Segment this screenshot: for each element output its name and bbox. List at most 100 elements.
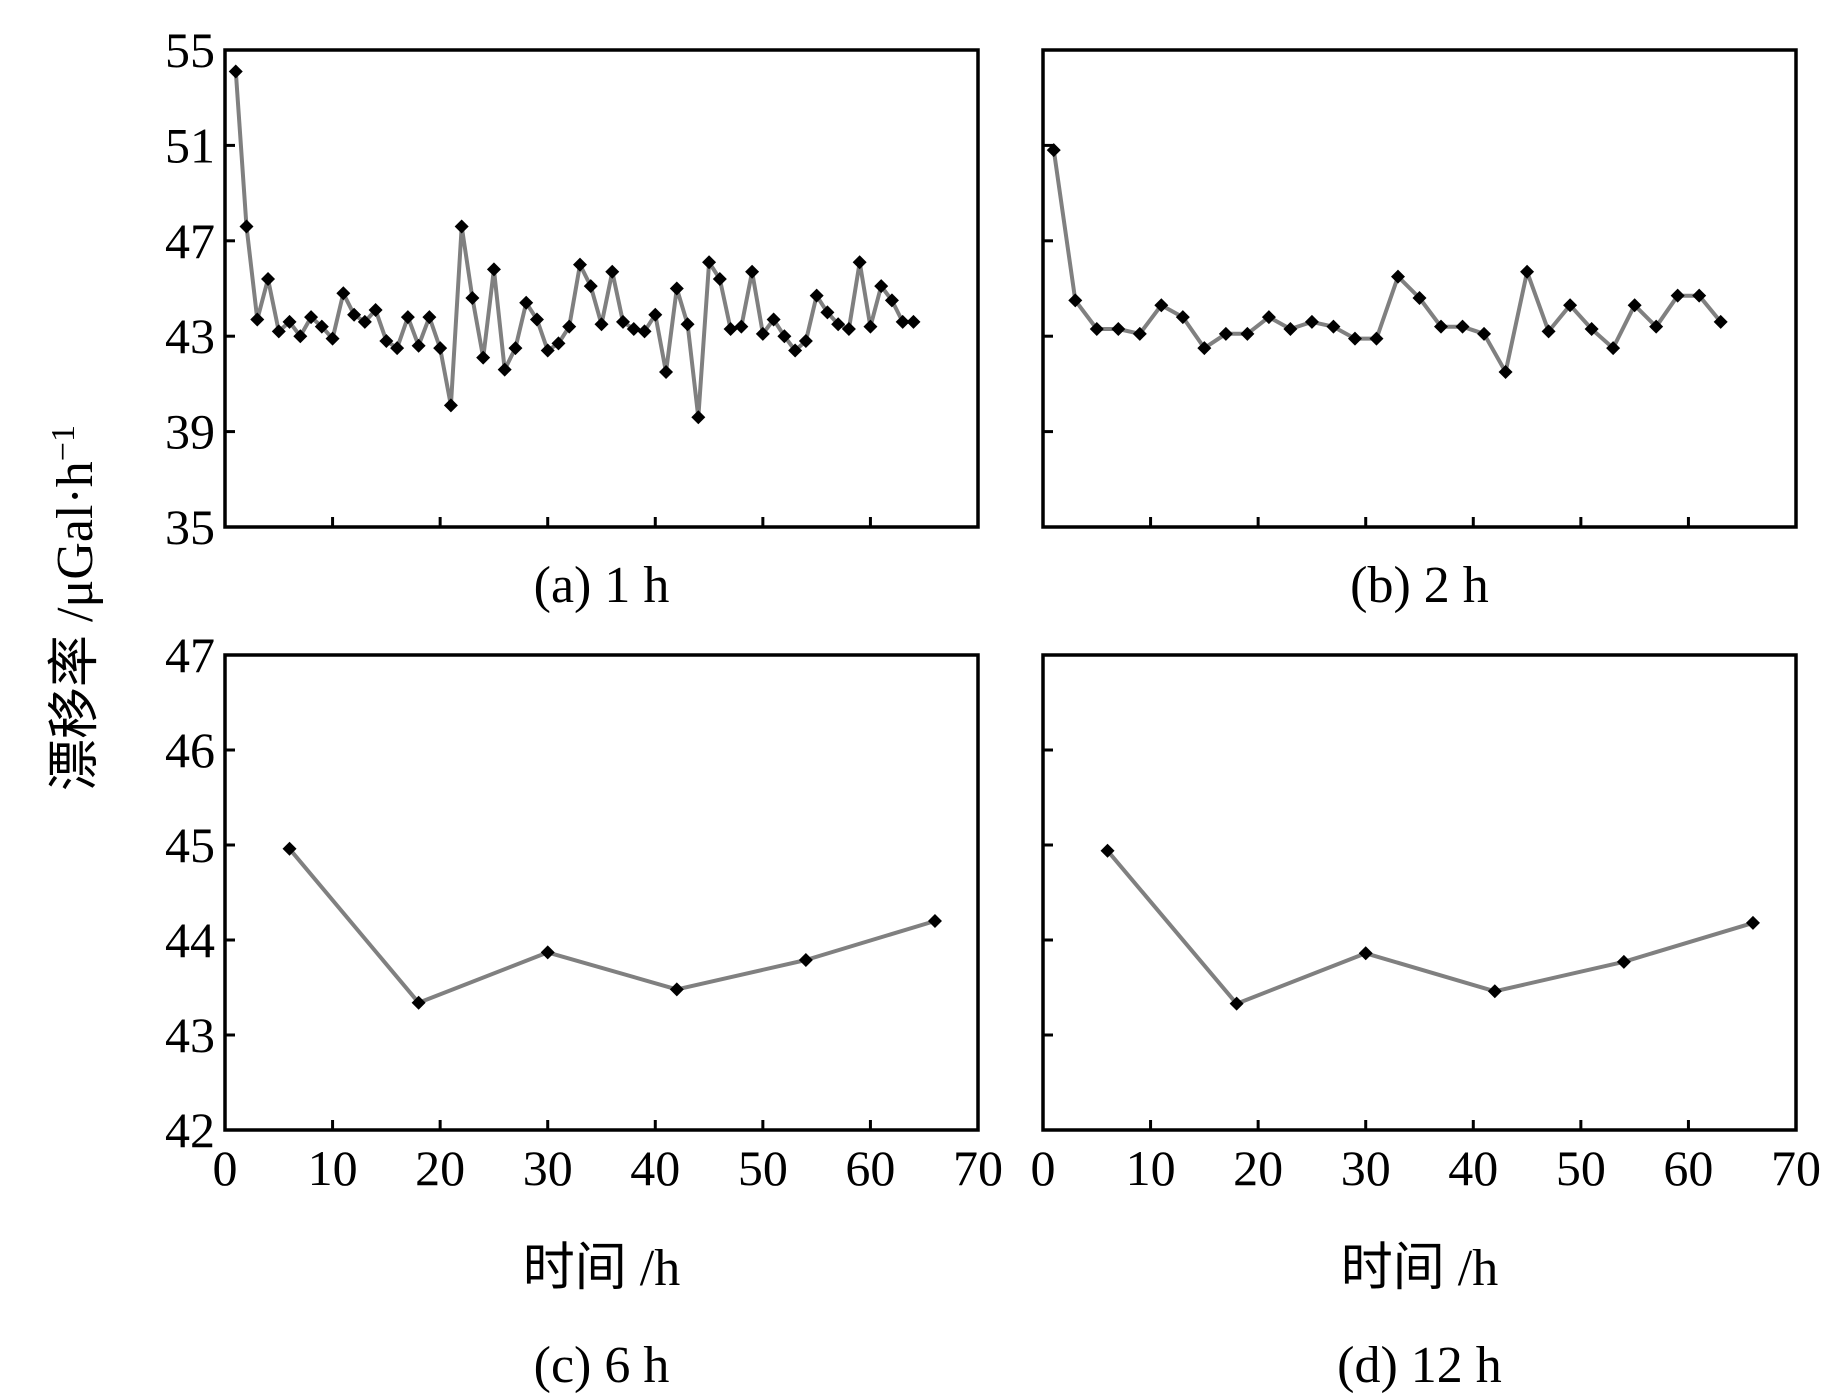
data-point [250, 312, 265, 327]
data-point [1692, 288, 1707, 303]
x-tick-label: 0 [213, 1140, 238, 1196]
data-point [1390, 269, 1405, 284]
x-axis-title: 时间 /h [523, 1240, 680, 1297]
data-point [1412, 291, 1427, 306]
x-axis-title: 时间 /h [1341, 1240, 1498, 1297]
x-tick-label: 70 [953, 1140, 1003, 1196]
x-tick-label: 60 [845, 1140, 895, 1196]
data-point [293, 329, 308, 344]
data-point [1670, 288, 1685, 303]
data-point [304, 310, 319, 325]
y-tick-label: 42 [165, 1102, 215, 1158]
x-tick-label: 60 [1663, 1140, 1713, 1196]
data-point [562, 319, 577, 334]
y-tick-label: 45 [165, 817, 215, 873]
data-point [1283, 322, 1298, 337]
data-point [820, 305, 835, 320]
data-point [572, 257, 587, 272]
data-point [282, 841, 297, 856]
y-tick-label: 46 [165, 722, 215, 778]
data-point [927, 914, 942, 928]
x-tick-label: 40 [630, 1140, 680, 1196]
data-point [1111, 322, 1126, 337]
data-point [583, 279, 598, 294]
data-point [680, 317, 695, 332]
data-point [874, 279, 889, 294]
data-point [379, 333, 394, 348]
data-point [659, 364, 674, 379]
data-point [841, 322, 856, 337]
x-tick-label: 20 [1233, 1140, 1283, 1196]
data-point [454, 219, 469, 234]
data-point [239, 219, 254, 234]
data-point [637, 324, 652, 339]
x-tick-label: 20 [415, 1140, 465, 1196]
y-axis-title-superscript: −1 [45, 425, 82, 461]
data-point [314, 319, 329, 334]
data-point [1046, 143, 1061, 158]
data-point [691, 410, 706, 425]
data-point [368, 302, 383, 317]
x-tick-label: 0 [1031, 1140, 1056, 1196]
y-tick-label: 44 [165, 912, 215, 968]
data-point [411, 995, 426, 1010]
data-point [884, 293, 899, 308]
x-tick-label: 30 [523, 1140, 573, 1196]
data-point [809, 288, 824, 303]
data-point [712, 271, 727, 286]
data-point [1520, 264, 1535, 279]
data-point [433, 341, 448, 356]
data-point [443, 398, 458, 413]
data-point [1100, 843, 1115, 858]
series-line [1105, 848, 1755, 1006]
data-point [1745, 915, 1760, 930]
data-point [261, 271, 276, 286]
panels: 35 39 43 47 51 55 (a) 1 h (b) 2 h 0 10 20 30 40 50 60 7… [165, 22, 1821, 1394]
data-point [1616, 954, 1631, 969]
panel-caption: (d) 12 h [1337, 1337, 1502, 1394]
data-point [626, 322, 641, 337]
data-point [1240, 326, 1255, 341]
data-point [723, 322, 738, 337]
data-point [529, 312, 544, 327]
data-point [1304, 314, 1319, 329]
data-point [282, 314, 297, 329]
data-point [1261, 310, 1276, 325]
data-point [347, 307, 362, 322]
data-point [863, 319, 878, 334]
data-point [1197, 341, 1212, 356]
data-point [497, 362, 512, 377]
y-tick-label: 55 [165, 22, 215, 78]
data-point [906, 314, 921, 329]
panel-caption: (c) 6 h [534, 1337, 670, 1394]
data-point [616, 314, 631, 329]
data-point [745, 264, 760, 279]
y-tick-label: 35 [165, 499, 215, 555]
data-point [271, 324, 286, 339]
data-point [798, 952, 813, 967]
data-point [1089, 322, 1104, 337]
data-point [1498, 364, 1513, 379]
data-point [1713, 314, 1728, 329]
data-point [1455, 319, 1470, 334]
data-point [228, 64, 243, 79]
y-tick-label: 47 [165, 213, 215, 269]
data-point [540, 343, 555, 358]
data-point [788, 343, 803, 358]
plot-frame [223, 48, 980, 529]
x-tick-label: 10 [308, 1140, 358, 1196]
data-point [605, 264, 620, 279]
data-point [508, 341, 523, 356]
x-tick-label: 10 [1126, 1140, 1176, 1196]
chart-panel-2: (b) 2 h [1041, 48, 1798, 614]
x-tick-label: 30 [1341, 1140, 1391, 1196]
data-point [895, 314, 910, 329]
data-point [734, 319, 749, 334]
data-point [1477, 326, 1492, 341]
data-point [519, 295, 534, 310]
data-point [755, 326, 770, 341]
data-point [400, 310, 415, 325]
data-point [325, 331, 340, 346]
x-tick-label: 40 [1448, 1140, 1498, 1196]
